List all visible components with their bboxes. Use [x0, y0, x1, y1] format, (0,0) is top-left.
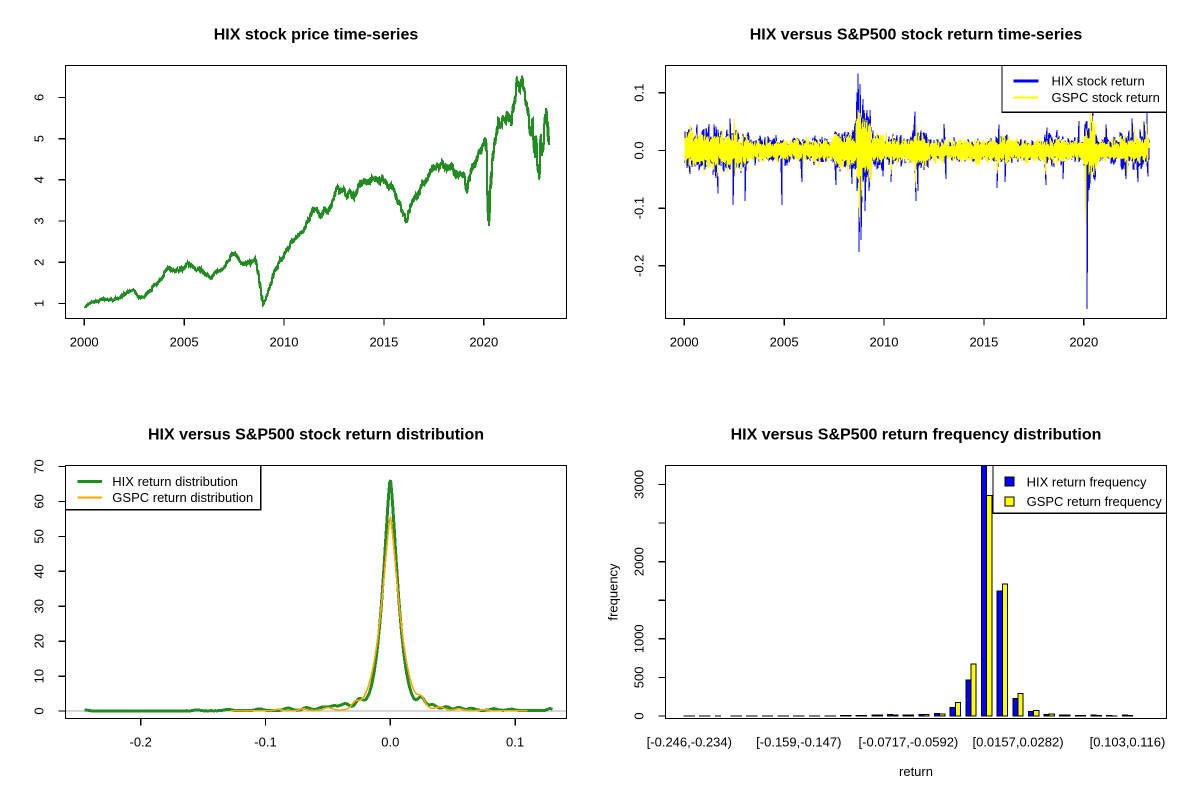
svg-text:0.1: 0.1 — [506, 735, 524, 750]
svg-text:[0.0157,0.0282): [0.0157,0.0282) — [972, 735, 1063, 750]
svg-text:30: 30 — [31, 599, 46, 613]
svg-text:1000: 1000 — [631, 624, 646, 653]
svg-text:1: 1 — [31, 300, 46, 307]
svg-text:[-0.246,-0.234): [-0.246,-0.234) — [647, 735, 732, 750]
svg-text:[-0.159,-0.147): [-0.159,-0.147) — [756, 735, 841, 750]
svg-text:0.1: 0.1 — [631, 84, 646, 102]
svg-text:5: 5 — [31, 135, 46, 142]
svg-text:2010: 2010 — [870, 335, 899, 350]
svg-text:GSPC stock return: GSPC stock return — [1052, 90, 1160, 105]
svg-text:-0.2: -0.2 — [129, 735, 151, 750]
svg-text:GSPC return distribution: GSPC return distribution — [112, 490, 253, 505]
svg-text:HIX stock return: HIX stock return — [1052, 74, 1145, 89]
svg-text:-0.2: -0.2 — [631, 255, 646, 277]
svg-text:HIX stock price time-series: HIX stock price time-series — [214, 27, 419, 44]
svg-text:2000: 2000 — [670, 335, 699, 350]
svg-text:GSPC return frequency: GSPC return frequency — [1027, 494, 1163, 509]
svg-text:frequency: frequency — [606, 563, 621, 621]
svg-text:0.0: 0.0 — [381, 735, 399, 750]
svg-text:0: 0 — [31, 707, 46, 714]
svg-text:HIX versus S&P500 stock return: HIX versus S&P500 stock return distribut… — [148, 427, 484, 444]
svg-text:50: 50 — [31, 529, 46, 543]
svg-text:2005: 2005 — [170, 335, 199, 350]
svg-text:-0.1: -0.1 — [254, 735, 276, 750]
svg-text:40: 40 — [31, 564, 46, 578]
svg-text:0: 0 — [631, 712, 646, 719]
svg-text:HIX return frequency: HIX return frequency — [1027, 474, 1147, 489]
svg-text:2015: 2015 — [369, 335, 398, 350]
svg-text:3000: 3000 — [631, 470, 646, 499]
svg-text:2010: 2010 — [270, 335, 299, 350]
svg-text:500: 500 — [631, 667, 646, 689]
svg-text:2000: 2000 — [631, 547, 646, 576]
svg-text:3: 3 — [31, 217, 46, 224]
svg-text:[-0.0717,-0.0592): [-0.0717,-0.0592) — [859, 735, 959, 750]
svg-text:10: 10 — [31, 669, 46, 683]
svg-text:2005: 2005 — [770, 335, 799, 350]
svg-text:0.0: 0.0 — [631, 141, 646, 159]
svg-text:HIX versus S&P500 stock return: HIX versus S&P500 stock return time-seri… — [750, 27, 1083, 44]
svg-text:2020: 2020 — [469, 335, 498, 350]
svg-text:2020: 2020 — [1069, 335, 1098, 350]
svg-text:-0.1: -0.1 — [631, 197, 646, 219]
svg-text:2000: 2000 — [70, 335, 99, 350]
svg-text:2015: 2015 — [969, 335, 998, 350]
svg-text:6: 6 — [31, 94, 46, 101]
svg-text:HIX return distribution: HIX return distribution — [112, 474, 238, 489]
svg-text:70: 70 — [31, 459, 46, 473]
svg-text:return: return — [899, 764, 933, 779]
svg-text:2: 2 — [31, 259, 46, 266]
svg-text:60: 60 — [31, 494, 46, 508]
svg-text:4: 4 — [31, 176, 46, 183]
svg-text:20: 20 — [31, 634, 46, 648]
svg-text:HIX versus S&P500 return frequ: HIX versus S&P500 return frequency distr… — [731, 427, 1102, 444]
svg-text:[0.103,0.116): [0.103,0.116) — [1090, 735, 1166, 750]
